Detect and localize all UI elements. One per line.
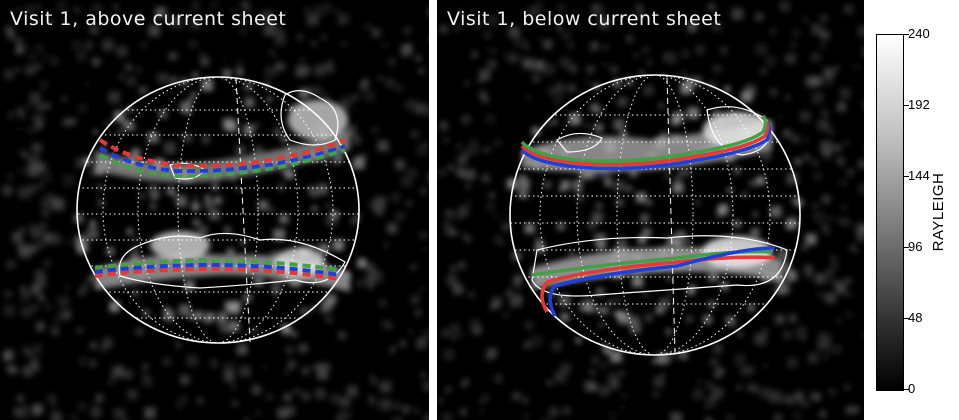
colorbar-tick xyxy=(903,247,909,248)
colorbar-tick-label: 48 xyxy=(908,310,923,325)
colorbar-gradient xyxy=(876,34,904,391)
panel-title: Visit 1, above current sheet xyxy=(10,8,287,30)
colorbar-title: RAYLEIGH xyxy=(930,172,947,252)
planet-limb xyxy=(509,74,801,356)
planet-image-below xyxy=(437,0,864,420)
lat-lon-grid xyxy=(77,77,359,343)
colorbar-tick xyxy=(903,318,909,319)
colorbar-tick xyxy=(903,105,909,106)
panel-below-current-sheet: Visit 1, below current sheet xyxy=(437,0,864,420)
colorbar: 240 192 144 96 48 0 RAYLEIGH xyxy=(872,0,959,420)
colorbar-tick-label: 144 xyxy=(908,168,930,183)
colorbar-tick-label: 0 xyxy=(908,381,916,396)
colorbar-tick-label: 96 xyxy=(908,239,923,254)
model-footprints-north xyxy=(520,114,772,171)
model-footprints-north xyxy=(98,138,346,179)
colorbar-tick xyxy=(903,389,909,390)
model-footprints-south xyxy=(94,257,341,281)
central-meridian xyxy=(666,77,676,353)
central-meridian xyxy=(235,77,251,343)
colorbar-tick-label: 192 xyxy=(908,97,930,112)
colorbar-tick-label: 240 xyxy=(908,26,930,41)
model-footprints-south xyxy=(531,246,776,317)
planet-limb xyxy=(76,76,360,344)
contours xyxy=(531,106,788,297)
colorbar-tick xyxy=(903,176,909,177)
panel-title: Visit 1, below current sheet xyxy=(447,8,722,30)
noise-field xyxy=(2,0,429,420)
colorbar-tick xyxy=(903,34,909,35)
panel-above-current-sheet: Visit 1, above current sheet xyxy=(0,0,429,420)
planet-image-above xyxy=(2,0,429,420)
